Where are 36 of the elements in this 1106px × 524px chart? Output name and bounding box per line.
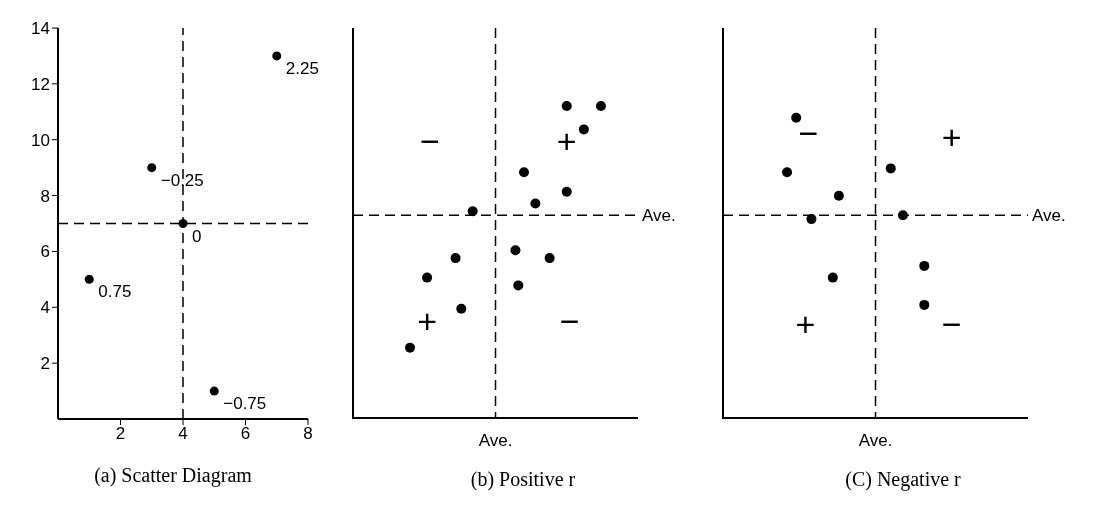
- y-tick-label: 6: [40, 242, 50, 262]
- y-tick-label: 4: [40, 298, 50, 318]
- point: [178, 218, 188, 229]
- text: −: [420, 122, 440, 161]
- text: (a) Scatter Diagram: [93, 464, 253, 487]
- x-tick-label: 6: [240, 424, 251, 444]
- y-tick-label: 10: [31, 130, 50, 150]
- y-tick-label: 12: [31, 74, 50, 94]
- point: [209, 386, 219, 396]
- annotation: −0.75: [223, 394, 267, 414]
- annotation: −0.25: [160, 170, 204, 190]
- text: Ave.: [642, 206, 676, 226]
- text: +: [417, 301, 438, 340]
- text: (C) Negative r: [844, 468, 962, 491]
- text: Ave.: [478, 431, 513, 450]
- text: (b) Positive r: [469, 468, 577, 491]
- annotation: 0.75: [98, 282, 132, 302]
- x-tick-label: 2: [115, 424, 126, 444]
- text: Ave.: [1032, 206, 1066, 226]
- point: [147, 163, 157, 173]
- y-tick-label: 8: [40, 186, 50, 206]
- text: Ave.: [858, 431, 893, 450]
- point: [272, 51, 282, 61]
- y-tick-label: 14: [31, 19, 50, 39]
- x-tick-label: 4: [178, 424, 188, 444]
- point: [84, 274, 94, 284]
- text: +: [795, 305, 816, 344]
- x-tick-label: 8: [303, 424, 313, 444]
- annotation: 2.25: [285, 58, 319, 78]
- text: −: [798, 114, 819, 153]
- text: −: [559, 301, 580, 340]
- text: +: [941, 118, 962, 157]
- annotation: 0: [192, 226, 202, 246]
- y-tick-label: 2: [40, 354, 50, 374]
- text: +: [556, 122, 577, 161]
- text: −: [941, 305, 962, 344]
